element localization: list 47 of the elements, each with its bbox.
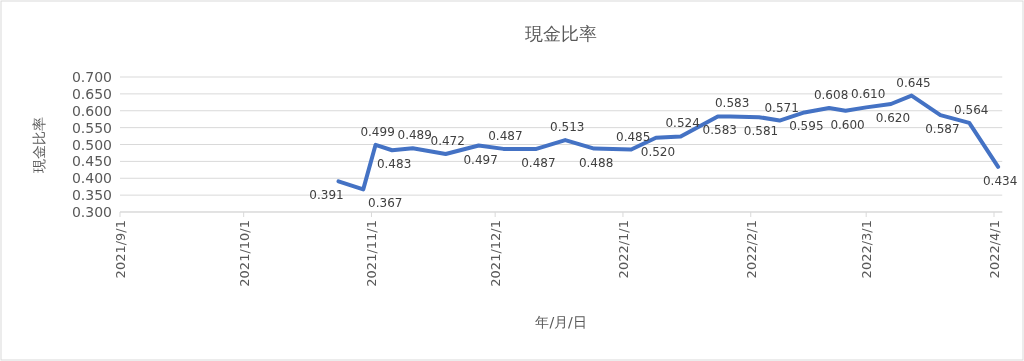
data-label: 0.608: [813, 88, 849, 103]
data-label: 0.367: [368, 196, 403, 211]
data-label: 0.583: [714, 96, 750, 111]
x-tick-label: 2022/4/1: [987, 220, 1002, 279]
data-label: 0.472: [430, 133, 465, 148]
data-label: 0.485: [616, 129, 651, 144]
data-label: 0.564: [954, 102, 989, 117]
data-label: 0.487: [521, 155, 556, 170]
data-label: 0.620: [875, 111, 911, 125]
x-tick-label: 2021/9/1: [113, 220, 128, 279]
y-tick-label: 0.400: [71, 170, 112, 187]
data-label: 0.499: [360, 124, 395, 139]
data-label: 0.434: [982, 173, 1018, 188]
x-tick-label: 2022/2/1: [743, 220, 759, 279]
x-tick-label: 2022/1/1: [615, 220, 631, 279]
y-tick-label: 0.700: [71, 69, 112, 85]
data-label: 0.489: [397, 128, 432, 143]
data-label: 0.600: [830, 117, 865, 132]
data-label: 0.587: [925, 122, 960, 137]
data-label: 0.610: [851, 87, 886, 102]
data-label: 0.595: [789, 119, 824, 134]
y-tick-label: 0.500: [71, 136, 112, 153]
x-tick-label: 2021/11/1: [364, 220, 380, 287]
x-axis-title: 年/月/日: [535, 314, 587, 330]
y-axis-title: 現金比率: [31, 116, 47, 173]
y-tick-label: 0.650: [71, 85, 112, 102]
data-label: 0.524: [665, 116, 700, 131]
data-label: 0.645: [896, 75, 931, 90]
data-label: 0.513: [550, 120, 585, 135]
data-label: 0.488: [578, 155, 614, 170]
y-tick-label: 0.300: [71, 204, 112, 220]
y-tick-label: 0.550: [71, 119, 112, 136]
data-label: 0.487: [488, 128, 523, 143]
chart-title: 現金比率: [525, 23, 598, 44]
x-tick-label: 2022/3/1: [859, 220, 875, 279]
data-label: 0.571: [764, 100, 799, 115]
data-label: 0.483: [376, 157, 412, 172]
y-tick-label: 0.600: [71, 102, 112, 119]
x-tick-label: 2021/12/1: [488, 220, 504, 287]
data-label: 0.391: [309, 188, 344, 203]
x-tick-label: 2021/10/1: [236, 220, 252, 287]
y-tick-label: 0.350: [71, 187, 112, 204]
y-tick-label: 0.450: [71, 153, 112, 170]
data-label: 0.583: [702, 123, 737, 138]
data-label: 0.581: [743, 124, 779, 139]
data-label: 0.520: [640, 144, 676, 159]
data-label: 0.497: [463, 152, 498, 167]
